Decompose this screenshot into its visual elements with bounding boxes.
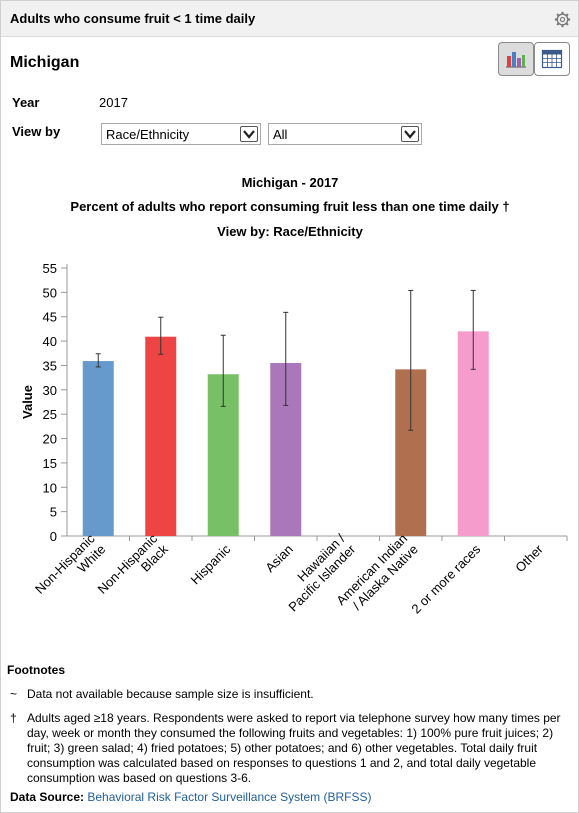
year-label: Year [12, 95, 40, 110]
y-tick-label: 35 [43, 358, 57, 373]
y-tick-label: 50 [43, 285, 57, 300]
x-tick-label-line: Other [512, 541, 546, 575]
view-by-label: View by [12, 124, 61, 139]
y-tick-label: 25 [43, 407, 57, 422]
subgroup-select[interactable]: All [268, 123, 422, 145]
y-tick-label: 10 [43, 480, 57, 495]
chart-title-line: Percent of adults who report consuming f… [70, 199, 509, 214]
bar [145, 336, 177, 536]
bar-chart-icon [506, 52, 526, 68]
view-by-select-value: Race/Ethnicity [106, 127, 190, 142]
x-tick-label: Asian [262, 542, 296, 576]
x-tick-label: Non-HispanicBlack [94, 531, 171, 608]
chart-title-line: View by: Race/Ethnicity [217, 224, 363, 239]
data-source-link[interactable]: Behavioral Risk Factor Surveillance Syst… [87, 790, 372, 804]
footnote-symbol: † [10, 711, 17, 725]
footnotes-title: Footnotes [7, 663, 65, 677]
chart: Michigan - 2017 Percent of adults who rep… [20, 175, 568, 617]
header-bar: Adults who consume fruit < 1 time daily [1, 1, 578, 37]
y-tick-label: 40 [43, 334, 57, 349]
footnote-text: Data not available because sample size i… [27, 687, 314, 701]
data-source-label: Data Source: [10, 790, 85, 804]
y-tick-label: 0 [50, 529, 57, 544]
view-by-select[interactable]: Race/Ethnicity [101, 123, 261, 145]
y-tick-label: 15 [43, 456, 57, 471]
location-title: Michigan [10, 54, 80, 71]
x-tick-label-line: Hispanic [188, 541, 234, 587]
footnote-symbol: ~ [10, 687, 18, 701]
y-axis-label: Value [20, 385, 35, 419]
chevron-down-icon [401, 126, 419, 142]
x-tick-label: Other [512, 541, 546, 575]
x-tick-label: Non-HispanicWhite [32, 531, 109, 608]
chevron-down-icon [240, 126, 258, 142]
y-tick-label: 55 [43, 261, 57, 276]
year-value: 2017 [99, 95, 128, 110]
table-icon [541, 49, 563, 69]
chart-view-button[interactable] [498, 42, 534, 76]
x-tick-label: Hispanic [188, 541, 234, 587]
y-tick-label: 30 [43, 383, 57, 398]
y-tick-label: 5 [50, 505, 57, 520]
chart-title-line: Michigan - 2017 [242, 175, 339, 190]
bar [82, 361, 114, 536]
y-tick-label: 20 [43, 432, 57, 447]
x-tick-label-line: Asian [262, 542, 296, 576]
footnote-text: Adults aged ≥18 years. Respondents were … [27, 711, 561, 785]
y-tick-label: 45 [43, 310, 57, 325]
indicator-title: Adults who consume fruit < 1 time daily [10, 11, 256, 26]
gear-icon[interactable] [554, 11, 571, 28]
subgroup-select-value: All [273, 127, 288, 142]
table-view-button[interactable] [534, 42, 570, 76]
data-source: Data Source: Behavioral Risk Factor Surv… [10, 790, 371, 804]
